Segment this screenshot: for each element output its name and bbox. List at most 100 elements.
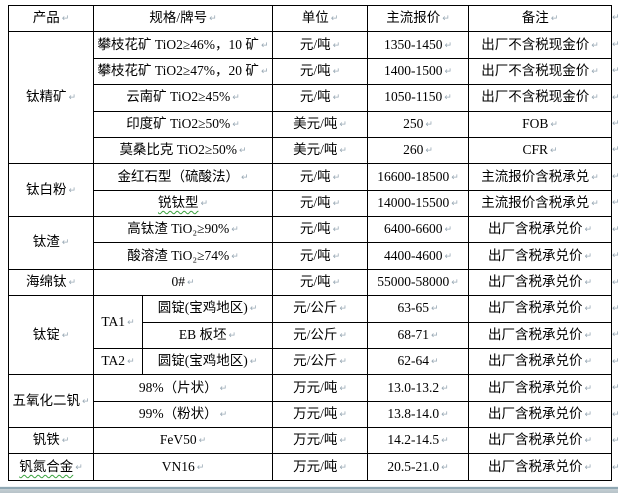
price-value: 55000-58000 xyxy=(377,274,450,290)
cell-note: 出厂含税承兑价 ↵ xyxy=(468,268,612,297)
table-row: 五氧化二钒 ↵ 98%（片状） ↵ 万元/吨 ↵ 13.0-13.2 ↵ 出厂含税承兑价… xyxy=(8,374,612,428)
cell-note: 出厂含税承兑价 ↵ xyxy=(468,347,612,376)
note-label: 出厂不含税现金价 xyxy=(481,89,590,105)
cell-unit: 万元/吨 ↵ xyxy=(272,453,368,481)
cell-spec: 印度矿 TiO2≥50% ↵ xyxy=(93,110,273,138)
end-of-row-mark: ↵ xyxy=(612,330,618,341)
unit-label: 元/吨 xyxy=(299,194,331,210)
end-of-row-mark: ↵ xyxy=(612,145,618,156)
cell-spec: 高钛渣 TiO₂≥90% ↵ xyxy=(93,215,273,244)
price-value: 4400-4600 xyxy=(383,247,443,263)
cell-unit: 元/公斤 ↵ xyxy=(272,321,368,349)
cell-unit: 万元/吨 ↵ xyxy=(272,426,368,455)
unit-label: 美元/吨 xyxy=(293,115,338,131)
cell-spec: 0# ↵ xyxy=(93,268,273,297)
cell-price: 1400-1500 ↵ xyxy=(367,57,469,86)
product-label: 钛锭 xyxy=(32,326,60,342)
end-of-cell-mark: ↵ xyxy=(591,198,599,209)
end-of-row-mark: ↵ xyxy=(612,304,618,315)
cell-product: 钒氮合金 ↵ xyxy=(8,453,94,481)
end-of-cell-mark: ↵ xyxy=(127,317,135,328)
end-of-cell-mark: ↵ xyxy=(196,462,205,473)
price-value: 14.2-14.5 xyxy=(387,432,440,448)
end-of-cell-mark: ↵ xyxy=(584,251,593,262)
end-of-cell-mark: ↵ xyxy=(228,330,237,341)
end-of-row-mark: ↵ xyxy=(612,13,618,24)
note-label: 出厂含税承兑价 xyxy=(487,247,583,263)
cell-unit: 元/吨 ↵ xyxy=(272,84,368,112)
header-product-label: 产品 xyxy=(32,10,60,26)
end-of-cell-mark: ↵ xyxy=(81,396,90,407)
spec-label: VN16 xyxy=(161,458,195,474)
cell-price: 68-71 ↵ xyxy=(367,321,469,349)
cell-note: 出厂不含税现金价 ↵ xyxy=(468,57,612,86)
end-of-cell-mark: ↵ xyxy=(584,304,593,315)
end-of-cell-mark: ↵ xyxy=(430,357,439,368)
table-row: 莫桑比克 TiO2≥50% ↵ 美元/吨 ↵ 260 ↵ CFR ↵ xyxy=(9,136,612,165)
unit-label: 元/吨 xyxy=(299,63,331,79)
end-of-cell-mark: ↵ xyxy=(339,330,347,341)
end-of-cell-mark: ↵ xyxy=(68,93,77,104)
cell-spec: 攀枝花矿 TiO2≥46%，10 矿 ↵ xyxy=(93,31,273,59)
table-row: 酸溶渣 TiO₂≥74% ↵ 元/吨 ↵ 4400-4600 ↵ 出厂含税承兑价 ↵ xyxy=(9,242,612,270)
unit-label: 万元/吨 xyxy=(293,379,338,395)
end-of-cell-mark: ↵ xyxy=(425,146,433,157)
end-of-cell-mark: ↵ xyxy=(332,198,341,209)
cell-unit: 元/吨 ↵ xyxy=(272,189,368,218)
note-label: 出厂不含税现金价 xyxy=(481,63,590,79)
end-of-cell-mark: ↵ xyxy=(127,357,135,368)
unit-label: 元/公斤 xyxy=(293,300,338,316)
cell-product: 海绵钛 ↵ xyxy=(8,268,94,297)
header-price: 主流报价 ↵ xyxy=(367,4,469,33)
price-value: 260 xyxy=(403,142,424,158)
cell-unit: 元/公斤 ↵ xyxy=(272,347,368,376)
row-end-marks: ↵ ↵ ↵ ↵ ↵ ↵ ↵ ↵ ↵ ↵ ↵ ↵ ↵ ↵ ↵ ↵ ↵ ↵ xyxy=(612,5,618,481)
end-of-cell-mark: ↵ xyxy=(584,383,593,394)
end-of-row-mark: ↵ xyxy=(612,39,618,50)
header-spec-label: 规格/牌号 xyxy=(149,10,208,26)
end-of-row-mark: ↵ xyxy=(612,277,618,288)
unit-label: 万元/吨 xyxy=(293,458,338,474)
cell-price: 62-64 ↵ xyxy=(367,347,469,376)
end-of-cell-mark: ↵ xyxy=(332,278,341,289)
end-of-cell-mark: ↵ xyxy=(441,409,449,420)
table-row: 钛锭 ↵ TA1 ↵ 圆锭(宝鸡地区) ↵ 元/公斤 ↵ 63-65 ↵ 出厂含税承兑价 ↵ xyxy=(8,295,612,376)
table-row: 海绵钛 ↵ 0# ↵ 元/吨 ↵ 55000-58000 ↵ 出厂含税承兑价 ↵ xyxy=(8,268,612,297)
header-unit-label: 单位 xyxy=(301,10,329,26)
cell-spec: 莫桑比克 TiO2≥50% ↵ xyxy=(93,136,273,165)
unit-label: 美元/吨 xyxy=(293,142,338,158)
note-label: 主流报价含税承兑 xyxy=(481,194,590,210)
end-of-row-mark: ↵ xyxy=(612,356,618,367)
end-of-cell-mark: ↵ xyxy=(68,278,77,289)
spec-label-spellcheck: 锐钛型 xyxy=(157,194,199,210)
spec-label: 圆锭(宝鸡地区) xyxy=(157,353,248,369)
unit-label: 元/吨 xyxy=(299,247,331,263)
price-value: 13.8-14.0 xyxy=(387,405,440,421)
end-of-cell-mark: ↵ xyxy=(332,172,341,183)
note-label: 出厂含税承兑价 xyxy=(487,353,583,369)
product-label-spellcheck: 钒氮合金 xyxy=(19,458,74,474)
cell-price: 6400-6600 ↵ xyxy=(367,215,469,244)
end-of-cell-mark: ↵ xyxy=(186,278,195,289)
price-value: 1350-1450 xyxy=(383,36,443,52)
cell-unit: 元/吨 ↵ xyxy=(272,57,368,86)
end-of-cell-mark: ↵ xyxy=(68,185,77,196)
price-value: 62-64 xyxy=(397,353,429,369)
note-label: 主流报价含税承兑 xyxy=(481,168,590,184)
end-of-cell-mark: ↵ xyxy=(231,251,239,262)
end-of-cell-mark: ↵ xyxy=(339,146,347,157)
end-of-cell-mark: ↵ xyxy=(444,93,452,104)
product-label: 钒铁 xyxy=(32,432,60,448)
end-of-cell-mark: ↵ xyxy=(61,238,70,249)
end-of-row-mark: ↵ xyxy=(612,92,618,103)
cell-unit: 美元/吨 ↵ xyxy=(272,110,368,138)
end-of-cell-mark: ↵ xyxy=(430,304,439,315)
end-of-cell-mark: ↵ xyxy=(249,357,258,368)
cell-unit: 万元/吨 ↵ xyxy=(272,400,368,429)
note-label: 出厂含税承兑价 xyxy=(487,458,583,474)
price-value: 68-71 xyxy=(397,326,429,342)
cell-unit: 元/吨 ↵ xyxy=(272,242,368,270)
cell-spec: 云南矿 TiO2≥45% ↵ xyxy=(93,84,273,112)
cell-grade: TA2 ↵ xyxy=(93,347,143,376)
end-of-cell-mark: ↵ xyxy=(219,383,228,394)
